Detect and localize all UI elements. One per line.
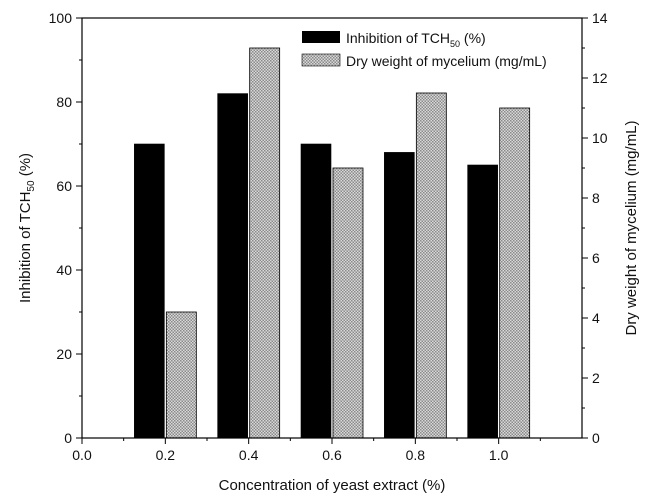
- y-right-tick-label: 6: [592, 250, 600, 266]
- y-right-tick-label: 14: [592, 10, 608, 26]
- y-axis-left-label-tail: (%): [17, 153, 34, 181]
- legend-label-inhibition-sub: 50: [450, 39, 460, 49]
- y-right-tick-label: 8: [592, 190, 600, 206]
- x-axis-label: Concentration of yeast extract (%): [219, 477, 446, 494]
- bar-dry-weight-0-4: [249, 47, 281, 439]
- x-tick-label: 1.0: [489, 447, 509, 463]
- x-tick-label: 0.4: [239, 447, 259, 463]
- x-tick-label: 0.8: [406, 447, 426, 463]
- y-axis-left-label-sub: 50: [26, 180, 37, 192]
- legend-swatch-inhibition: [302, 31, 340, 43]
- y-axis-left: 0 20 40 60 80 100: [49, 10, 82, 446]
- legend: Inhibition of TCH50 (%) Dry weight of my…: [301, 30, 547, 69]
- x-tick-label: 0.2: [156, 447, 176, 463]
- bars-layer: [134, 47, 531, 439]
- y-right-tick-label: 2: [592, 370, 600, 386]
- bar-inhibition-1: [467, 164, 498, 439]
- x-tick-label: 0.6: [322, 447, 342, 463]
- y-right-tick-label: 12: [592, 70, 608, 86]
- bar-inhibition-0-8: [384, 152, 415, 439]
- y-left-tick-label: 60: [56, 178, 72, 194]
- x-axis: 0.0 0.2 0.4 0.6 0.8 1.0: [72, 438, 541, 463]
- y-left-tick-label: 80: [56, 94, 72, 110]
- y-axis-right: 0 2 4 6 8 10 12 14: [582, 10, 608, 446]
- legend-label-dry-weight-main: Dry weight of mycelium (mg/mL): [346, 53, 547, 69]
- bar-inhibition-0-4: [217, 93, 248, 439]
- y-right-tick-label: 4: [592, 310, 600, 326]
- y-axis-left-label-main: Inhibition of TCH: [17, 192, 34, 303]
- x-tick-label: 0.0: [72, 447, 92, 463]
- y-left-tick-label: 40: [56, 262, 72, 278]
- bar-dry-weight-0-2: [165, 311, 197, 439]
- bar-dry-weight-0-8: [415, 92, 447, 439]
- y-axis-left-label: Inhibition of TCH50 (%): [17, 153, 37, 303]
- bar-dry-weight-1: [499, 107, 531, 439]
- legend-label-dry-weight: Dry weight of mycelium (mg/mL): [346, 53, 547, 69]
- bar-inhibition-0-6: [300, 143, 332, 439]
- y-right-tick-label: 0: [592, 430, 600, 446]
- y-left-tick-label: 20: [56, 346, 72, 362]
- legend-label-inhibition: Inhibition of TCH50 (%): [346, 30, 486, 49]
- y-left-tick-label: 0: [64, 430, 72, 446]
- legend-swatch-dry-weight: [301, 53, 341, 67]
- y-axis-right-label: Dry weight of mycelium (mg/mL): [623, 120, 640, 335]
- bar-inhibition-0-2: [134, 143, 165, 439]
- bar-dry-weight-0-6: [332, 167, 364, 439]
- legend-label-inhibition-tail: (%): [460, 30, 486, 46]
- y-left-tick-label: 100: [49, 10, 73, 26]
- legend-label-inhibition-main: Inhibition of TCH: [346, 30, 450, 46]
- y-right-tick-label: 10: [592, 130, 608, 146]
